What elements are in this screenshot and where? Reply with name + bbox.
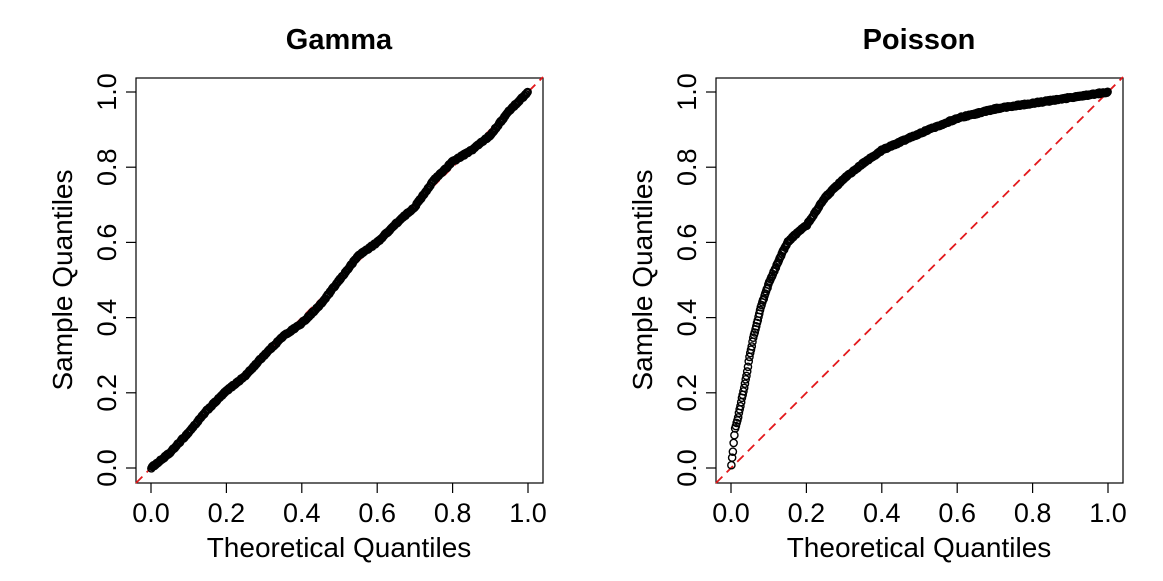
axis-ticks-poisson (706, 91, 1109, 493)
y-tick-label: 0.2 (92, 374, 122, 412)
x-tick-label: 0.0 (712, 498, 750, 528)
reference-line-poisson (715, 76, 1124, 484)
y-tick-label: 0.6 (672, 224, 702, 262)
x-tick-label: 0.2 (208, 498, 246, 528)
x-tick-label: 1.0 (1089, 498, 1127, 528)
data-point (733, 413, 743, 422)
x-tick-label: 1.0 (509, 498, 547, 528)
data-point (751, 321, 761, 331)
data-point (744, 357, 754, 366)
y-tick-label: 0.8 (672, 148, 702, 186)
x-tick-label: 0.4 (863, 498, 901, 528)
y-tick-label: 0.4 (672, 299, 702, 337)
data-point (742, 371, 751, 381)
points-poisson (727, 87, 1112, 470)
data-point (743, 362, 753, 372)
y-tick-label: 0.6 (92, 224, 122, 262)
points-gamma (147, 87, 532, 473)
plot-area-gamma (135, 77, 544, 484)
x-axis-title-gamma: Theoretical Quantiles (207, 532, 472, 563)
y-tick-label: 0.4 (92, 299, 122, 337)
panel-gamma: Gamma 0.0 0.2 0.4 0.6 0.8 1.0 0.0 0.2 0.… (47, 24, 547, 563)
data-point (742, 367, 752, 376)
plot-title-gamma: Gamma (286, 24, 393, 56)
y-axis-title-poisson: Sample Quantiles (627, 169, 658, 390)
x-tick-label: 0.2 (788, 498, 826, 528)
x-tick-label: 0.8 (1014, 498, 1052, 528)
data-point (747, 342, 757, 351)
x-tick-label: 0.0 (132, 498, 170, 528)
panel-poisson: Poisson 0.0 0.2 0.4 0.6 0.8 1.0 0.0 0.2 … (627, 24, 1127, 563)
x-tick-label: 0.6 (938, 498, 976, 528)
y-tick-label: 1.0 (92, 73, 122, 111)
y-axis-title-gamma: Sample Quantiles (47, 169, 78, 390)
data-point (728, 447, 738, 456)
data-point (746, 345, 756, 354)
data-point (741, 374, 751, 384)
plot-title-poisson: Poisson (863, 24, 976, 56)
plot-area-poisson (715, 77, 1124, 484)
data-point (523, 87, 532, 97)
x-axis-title-poisson: Theoretical Quantiles (787, 532, 1052, 563)
data-point (739, 387, 748, 396)
y-tick-label: 0.0 (92, 449, 122, 487)
data-point (740, 379, 750, 389)
data-point (739, 383, 749, 393)
y-tick-label: 0.8 (92, 148, 122, 186)
x-tick-label: 0.8 (434, 498, 472, 528)
x-tick-label: 0.4 (283, 498, 321, 528)
data-point (727, 453, 737, 462)
axis-ticks-gamma (126, 91, 529, 493)
y-tick-label: 1.0 (672, 73, 702, 111)
x-tick-label: 0.6 (358, 498, 396, 528)
data-point (1103, 87, 1112, 97)
data-point (736, 401, 745, 411)
y-tick-label: 0.2 (672, 374, 702, 412)
y-tick-label: 0.0 (672, 449, 702, 487)
